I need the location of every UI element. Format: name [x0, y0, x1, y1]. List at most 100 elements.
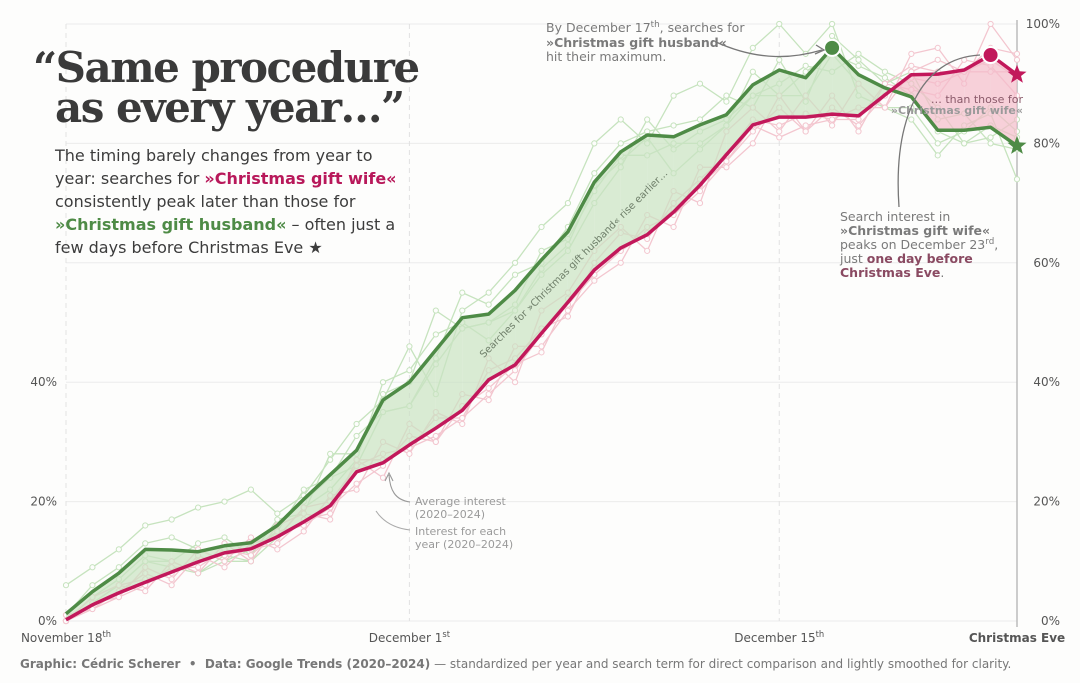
gap-area: [594, 151, 621, 270]
average-line: [65, 53, 1019, 622]
year-point: [274, 516, 281, 523]
subtitle-text: year: searches for: [55, 169, 204, 188]
x-tick-label: December 1st: [369, 629, 451, 645]
year-point: [564, 200, 572, 207]
y-tick-label: 100%: [1026, 17, 1060, 31]
year-point: [881, 104, 889, 111]
year-point: [115, 564, 122, 571]
peak-marker: [981, 46, 1000, 65]
year-line: [65, 59, 1018, 622]
y-tick-label: 40%: [1033, 375, 1060, 389]
x-tick-label: December 15th: [734, 629, 824, 645]
year-point: [802, 68, 809, 75]
text-part: , searches for: [660, 20, 746, 35]
year-point: [776, 128, 783, 135]
year-point: [485, 391, 492, 398]
year-point: [327, 510, 334, 517]
year-point: [828, 20, 836, 28]
year-point: [934, 56, 941, 63]
year-point: [221, 498, 228, 505]
gap-area: [171, 550, 199, 572]
gap-area: [118, 549, 146, 593]
annotation: Search interest in: [840, 209, 950, 224]
year-point: [379, 391, 387, 398]
year-point: [855, 56, 862, 63]
year-point: [828, 32, 836, 40]
footer-source: Data: Google Trends (2020–2024): [205, 657, 430, 671]
annotation: »Christmas gift wife«: [891, 104, 1023, 117]
year-point: [723, 164, 730, 171]
year-point: [221, 534, 228, 541]
year-point: [749, 128, 756, 135]
year-point: [591, 277, 598, 284]
year-point: [300, 486, 307, 493]
arrow: [715, 41, 823, 58]
chart-title: as every year…”: [55, 83, 404, 132]
year-point: [617, 259, 624, 266]
subtitle-text: – often just a: [286, 215, 395, 234]
gap-area: [303, 474, 331, 522]
year-point: [511, 367, 519, 374]
year-point: [89, 564, 96, 571]
year-point: [485, 289, 492, 296]
year-point: [511, 259, 519, 266]
x-tick-label: November 18th: [21, 629, 111, 645]
arrow-head: [814, 44, 826, 55]
year-point: [670, 92, 677, 99]
gap-area: [567, 182, 595, 303]
year-point: [617, 116, 624, 123]
footer-note: — standardized per year and search term …: [430, 657, 1011, 671]
year-point: [247, 552, 255, 559]
average-line: [64, 46, 1019, 616]
year-point: [538, 247, 545, 254]
year-point: [776, 20, 783, 28]
gap-area: [620, 135, 648, 248]
annotation: »Christmas gift wife«: [840, 223, 990, 238]
subtitle: year: searches for »Christmas gift wife«: [55, 169, 397, 188]
year-point: [1013, 50, 1021, 57]
year-point: [168, 534, 175, 541]
year-line: [65, 59, 1018, 622]
year-point: [987, 134, 994, 141]
year-point: [406, 450, 413, 457]
year-point: [908, 50, 915, 57]
annotation: »Christmas gift husband«: [546, 35, 727, 50]
year-point: [908, 116, 915, 123]
gap-area: [409, 350, 436, 445]
gap-area: [488, 290, 516, 380]
year-point: [855, 50, 862, 57]
year-point: [1013, 56, 1021, 63]
text-part: ,: [994, 237, 998, 252]
year-point: [194, 504, 202, 511]
year-point: [142, 588, 149, 595]
year-point: [934, 44, 941, 51]
gap-area: [911, 74, 938, 131]
year-point: [855, 122, 862, 129]
year-point: [142, 522, 149, 529]
year-point: [670, 122, 677, 129]
year-point: [855, 62, 862, 69]
year-point: [274, 546, 281, 553]
year-point: [62, 582, 70, 589]
annotation: year (2020–2024): [415, 538, 513, 551]
end-star: [1007, 135, 1027, 154]
year-point: [511, 379, 519, 386]
year-point: [327, 450, 334, 457]
text-part: peaks on December 23: [840, 237, 985, 252]
gap-area: [805, 47, 833, 118]
text-part: th: [816, 629, 825, 639]
gap-area: [647, 135, 674, 235]
annotation: … than those for: [931, 93, 1024, 106]
year-point: [696, 80, 704, 87]
year-point: [723, 158, 730, 165]
year-point: [749, 44, 756, 51]
year-point: [353, 486, 360, 493]
year-point: [591, 140, 598, 147]
gap-area: [383, 382, 410, 463]
year-point: [459, 414, 466, 422]
chart-title: “Same procedure: [33, 43, 419, 92]
footer-credit: Graphic: Cédric Scherer: [20, 657, 181, 671]
footer-sep: •: [180, 657, 204, 671]
year-point: [776, 56, 783, 63]
year-point: [168, 576, 175, 583]
